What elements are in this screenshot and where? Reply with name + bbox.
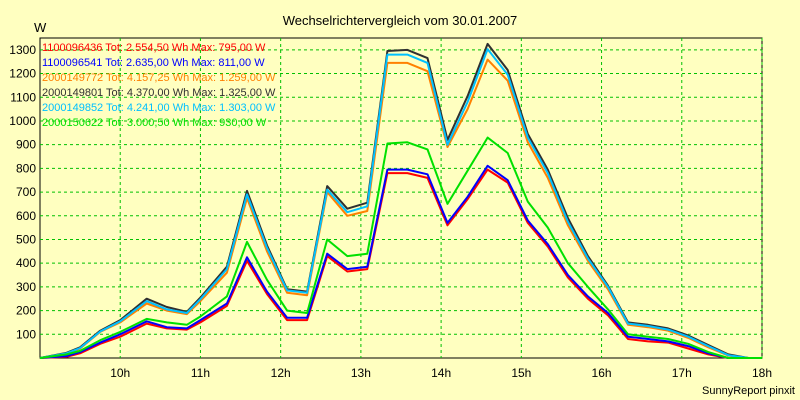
y-tick-label: 800 xyxy=(16,161,36,175)
series-line xyxy=(39,164,762,359)
x-axis-ticks: 10h 11h 12h 13h 14h 15h 16h 17h 18h xyxy=(110,366,772,380)
chart-title: Wechselrichtervergleich vom 30.01.2007 xyxy=(283,13,518,28)
y-tick-label: 1300 xyxy=(9,43,36,57)
series-lines xyxy=(39,42,762,359)
y-tick-label: 300 xyxy=(16,280,36,294)
legend-entry: 1100096436 Tot: 2.554,50 Wh Max: 795,00 … xyxy=(42,42,266,54)
legend-entry: 2000149801 Tot: 4.370,00 Wh Max: 1.325,0… xyxy=(42,87,276,99)
legend-entry: 2000149852 Tot: 4.241,00 Wh Max: 1.303,0… xyxy=(42,102,276,114)
y-tick-label: 200 xyxy=(16,304,36,318)
series-line xyxy=(39,42,762,359)
y-tick-label: 900 xyxy=(16,138,36,152)
y-tick-label: 400 xyxy=(16,256,36,270)
y-tick-label: 600 xyxy=(16,209,36,223)
y-axis-unit: W xyxy=(34,20,47,35)
series-line xyxy=(39,58,762,359)
x-tick-label: 13h xyxy=(351,366,371,380)
legend-entry: 2000149772 Tot: 4.157,25 Wh Max: 1.259,0… xyxy=(42,72,276,84)
y-tick-label: 1100 xyxy=(10,90,36,104)
legend-entry: 2000150622 Tot: 3.000,50 Wh Max: 930,00 … xyxy=(42,117,267,129)
legend-entry: 1100096541 Tot: 2.635,00 Wh Max: 811,00 … xyxy=(42,57,265,69)
y-tick-label: 100 xyxy=(16,327,36,341)
y-tick-label: 1200 xyxy=(9,67,36,81)
x-tick-label: 18h xyxy=(752,366,772,380)
x-tick-label: 14h xyxy=(431,366,451,380)
credit-label: SunnyReport pinxit xyxy=(702,385,795,397)
series-line xyxy=(39,48,762,359)
x-tick-label: 11h xyxy=(191,366,210,380)
legend: 1100096436 Tot: 2.554,50 Wh Max: 795,00 … xyxy=(42,42,276,129)
x-tick-label: 10h xyxy=(110,366,130,380)
series-line xyxy=(39,168,762,359)
y-tick-label: 500 xyxy=(16,232,36,246)
x-tick-label: 12h xyxy=(271,366,291,380)
y-tick-label: 700 xyxy=(16,185,36,199)
y-tick-label: 1000 xyxy=(9,114,36,128)
x-tick-label: 16h xyxy=(592,366,612,380)
y-axis-ticks: 100 200 300 400 500 600 700 800 900 1000 1100 1200 1… xyxy=(9,43,36,341)
x-tick-label: 17h xyxy=(672,366,692,380)
x-tick-label: 15h xyxy=(511,366,531,380)
plot-area xyxy=(39,37,763,359)
series-line xyxy=(39,136,762,359)
